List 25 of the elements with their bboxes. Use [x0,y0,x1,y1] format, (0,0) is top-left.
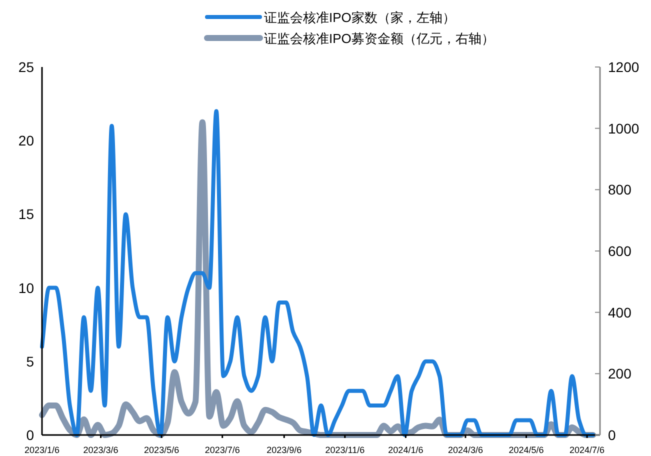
y-tick-label: 25 [18,59,34,75]
legend-label: 证监会核准IPO募资金额（亿元，右轴） [264,31,494,46]
y2-tick-label: 800 [608,182,632,198]
y-tick-label: 20 [18,132,34,149]
y-tick-label: 0 [26,427,34,443]
y2-tick-label: 1000 [608,120,640,136]
x-tick-label: 2023/7/6 [204,445,240,455]
y2-tick-label: 200 [608,366,632,382]
y2-tick-label: 600 [608,243,632,259]
x-tick-label: 2023/1/6 [24,445,60,455]
x-tick-label: 2023/3/6 [83,445,118,455]
x-tick-label: 2023/11/6 [325,445,365,455]
legend-label: 证监会核准IPO家数（家，左轴） [264,10,456,25]
x-tick-label: 2024/3/6 [448,445,484,455]
x-tick-label: 2024/7/6 [570,445,605,455]
y-tick-label: 15 [18,206,34,222]
y-tick-label: 10 [18,280,34,296]
y2-tick-label: 400 [608,304,632,320]
y2-tick-label: 0 [608,427,616,443]
x-tick-label: 2024/1/6 [388,445,424,455]
y2-tick-label: 1200 [608,59,640,75]
y-tick-label: 5 [26,353,34,370]
x-tick-label: 2023/5/6 [144,445,180,455]
x-tick-label: 2024/5/6 [508,445,544,455]
x-tick-label: 2023/9/6 [266,445,302,455]
